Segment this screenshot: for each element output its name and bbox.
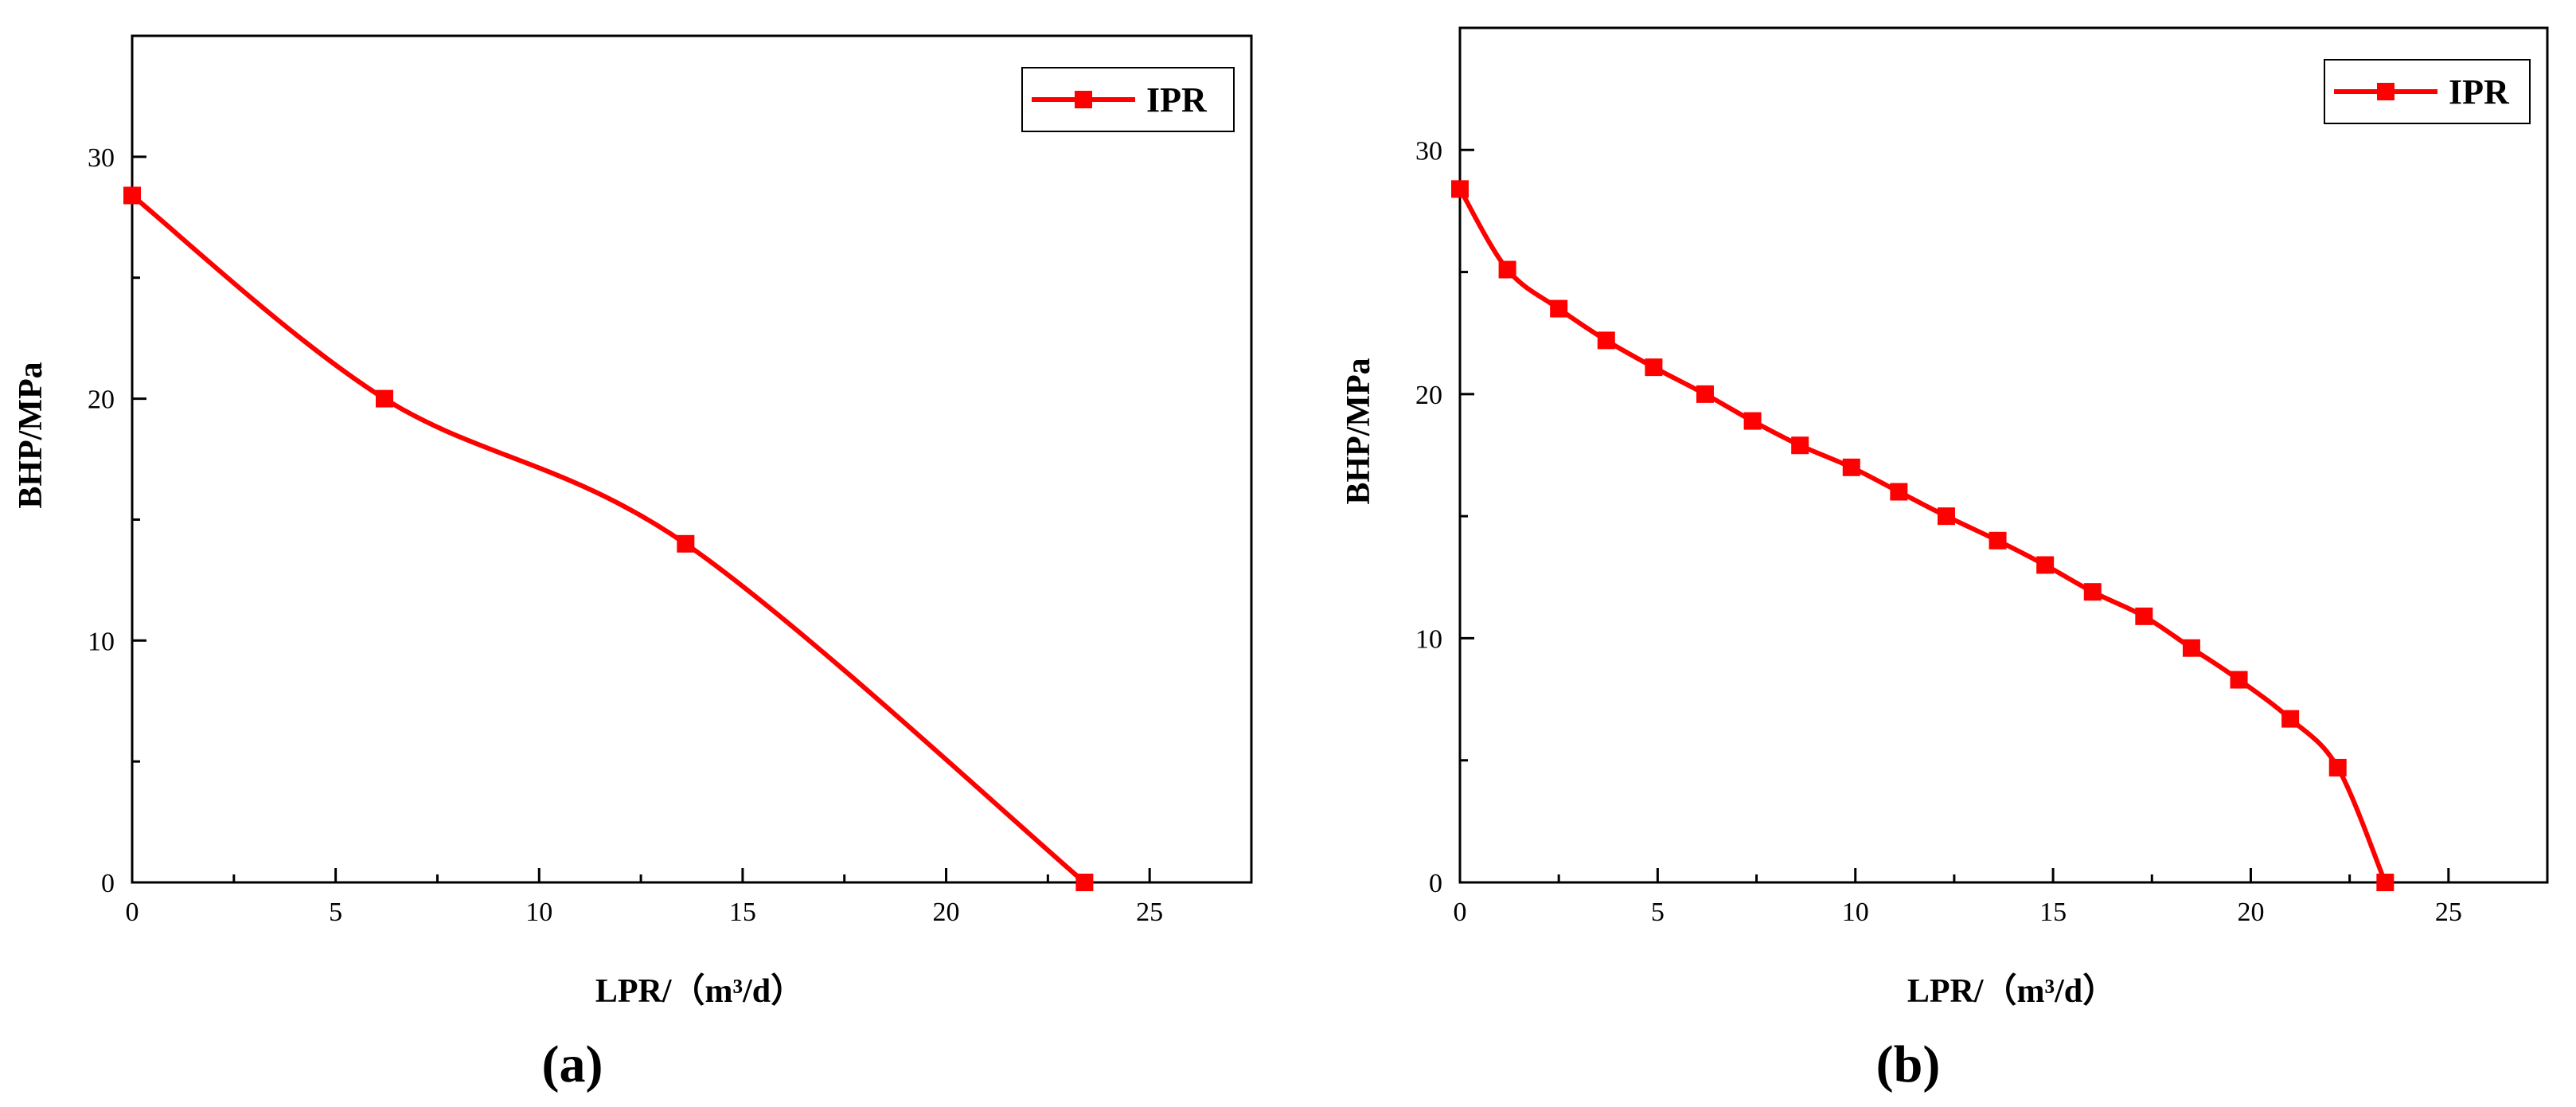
x-tick-label-a: 20 — [933, 898, 960, 927]
x-axis-title-a: LPR/（m³/d） — [595, 972, 804, 1010]
data-point-b — [2281, 710, 2300, 728]
data-point-b — [1645, 358, 1663, 377]
x-tick-label-b: 10 — [1842, 898, 1869, 927]
y-tick-label-b: 0 — [1429, 869, 1442, 898]
y-tick-label-b: 30 — [1415, 136, 1442, 166]
x-tick-label-a: 15 — [729, 898, 756, 927]
series-line-b — [1458, 187, 2388, 884]
x-tick-label-a: 25 — [1136, 898, 1163, 927]
x-tick-label-b: 5 — [1651, 898, 1665, 927]
data-point-b — [2182, 639, 2200, 657]
data-point-b — [2230, 671, 2248, 689]
data-point-b — [2135, 607, 2153, 625]
x-axis-title-b: LPR/（m³/d） — [1907, 972, 2116, 1010]
data-point-a — [123, 186, 141, 205]
data-point-a — [375, 389, 393, 408]
legend-label-a: IPR — [1146, 80, 1208, 119]
x-tick-label-b: 0 — [1454, 898, 1467, 927]
legend-marker-a — [1075, 91, 1092, 108]
y-tick-label-a: 30 — [88, 143, 115, 173]
data-point-b — [1451, 180, 1469, 198]
plot-frame-a — [131, 34, 1253, 884]
data-point-b — [1696, 385, 1714, 403]
y-tick-label-b: 10 — [1415, 624, 1442, 654]
data-point-b — [1550, 299, 1568, 318]
data-point-b — [1989, 531, 2007, 550]
x-tick-label-b: 15 — [2039, 898, 2067, 927]
plot-frame-b — [1458, 26, 2549, 884]
data-point-a — [1075, 874, 1094, 891]
data-point-a — [677, 534, 695, 553]
data-point-b — [2083, 583, 2102, 601]
chart-panel-a: 0 5 10 15 20 25 0 10 20 30 LPR/（m³/d） BHP/MPa (a) IPR — [13, 34, 1253, 1093]
y-tick-label-a: 0 — [101, 869, 115, 898]
data-point-b — [1791, 436, 1809, 455]
legend-marker-b — [2377, 83, 2395, 100]
x-tick-label-b: 25 — [2435, 898, 2462, 927]
y-tick-label-b: 20 — [1415, 381, 1442, 410]
series-line-a — [131, 194, 1087, 885]
data-point-b — [1743, 412, 1762, 430]
panel-label-b: (b) — [1876, 1035, 1941, 1093]
y-tick-label-a: 20 — [88, 385, 115, 415]
x-tick-label-a: 5 — [329, 898, 342, 927]
legend-label-b: IPR — [2449, 72, 2510, 111]
data-point-b — [1842, 458, 1860, 476]
y-tick-label-a: 10 — [88, 627, 115, 656]
data-point-b — [2376, 874, 2395, 891]
panel-label-a: (a) — [542, 1035, 603, 1093]
y-axis-title-b: BHP/MPa — [1341, 358, 1377, 504]
x-tick-label-a: 10 — [525, 898, 552, 927]
y-axis-title-a: BHP/MPa — [13, 362, 49, 508]
data-point-b — [2036, 556, 2055, 574]
data-point-b — [1498, 260, 1516, 279]
chart-panel-b: 0 5 10 15 20 25 0 10 20 30 LPR/（m³/d） BHP/MPa (b) IPR — [1341, 26, 2549, 1093]
data-point-b — [2328, 758, 2347, 776]
data-point-b — [1597, 331, 1615, 350]
x-tick-label-b: 20 — [2237, 898, 2264, 927]
data-point-b — [1937, 507, 1955, 526]
data-point-b — [1890, 483, 1908, 501]
x-tick-label-a: 0 — [126, 898, 139, 927]
